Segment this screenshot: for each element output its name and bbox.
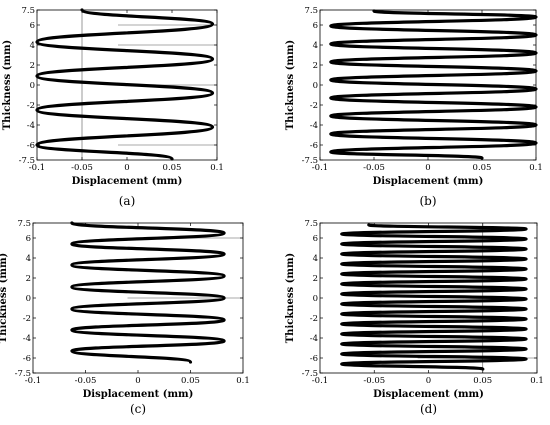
y-tick-label: -4 <box>310 334 318 344</box>
x-tick-label: 0.1 <box>530 376 544 386</box>
panel-3: -0.1 -0.05 0 0.05 0.1 -7.5 -6 -4 -2 0 2 4 6 7.5 Displa… <box>0 219 250 416</box>
x-tick-label: 0 <box>426 376 431 386</box>
y-axis-label: Thickness (mm) <box>285 40 296 131</box>
x-tick-label: -0.05 <box>363 376 385 386</box>
y-axis-label: Thickness (mm) <box>0 253 9 344</box>
y-tick-label: 0 <box>26 294 31 304</box>
x-tick-label: -0.05 <box>75 376 97 386</box>
y-tick-label: 6 <box>26 234 31 244</box>
y-tick-label: -7.5 <box>302 156 318 166</box>
x-tick-label: -0.1 <box>29 163 45 173</box>
y-tick-label: -6 <box>27 141 35 151</box>
panel-1: -0.1 -0.05 0 0.05 0.1 -7.5 -6 -4 -2 0 2 4 6 7.5 Displa… <box>2 6 224 208</box>
y-tick-label: -7.5 <box>15 369 31 379</box>
y-tick-label: 7.5 <box>21 6 35 16</box>
panel-label: (c) <box>130 402 146 416</box>
x-tick-label: 0 <box>425 163 430 173</box>
y-tick-label: -6 <box>310 354 318 364</box>
panel-2: -0.1 -0.05 0 0.05 0.1 -7.5 -6 -4 -2 0 2 4 6 7.5 Displa… <box>285 6 543 208</box>
y-tick-label: 2 <box>30 61 35 71</box>
y-tick-label: 2 <box>313 61 318 71</box>
y-tick-label: -4 <box>27 121 35 131</box>
data-series-line <box>329 9 538 160</box>
x-axis-label: Displacement (mm) <box>72 176 183 187</box>
x-tick-label: 0.05 <box>473 163 492 173</box>
data-series-line <box>70 221 226 364</box>
data-series-line <box>340 223 528 371</box>
y-tick-label: 0 <box>313 81 318 91</box>
y-tick-label: 2 <box>26 274 31 284</box>
y-tick-label: 0 <box>313 294 318 304</box>
x-tick-label: 0.1 <box>236 376 250 386</box>
y-tick-label: 0 <box>30 81 35 91</box>
y-tick-label: 6 <box>313 234 318 244</box>
x-tick-label: -0.1 <box>312 376 328 386</box>
x-tick-label: 0.1 <box>529 163 543 173</box>
y-tick-label: -2 <box>310 101 318 111</box>
y-tick-label: -2 <box>23 314 31 324</box>
y-tick-label: -2 <box>27 101 35 111</box>
y-tick-label: 6 <box>313 21 318 31</box>
y-tick-label: -6 <box>310 141 318 151</box>
x-axis-label: Displacement (mm) <box>373 389 484 400</box>
x-tick-label: -0.1 <box>25 376 41 386</box>
y-tick-label: -4 <box>23 334 31 344</box>
y-tick-label: 2 <box>313 274 318 284</box>
panel-label: (d) <box>420 402 437 416</box>
y-tick-label: -6 <box>23 354 31 364</box>
y-tick-label: -7.5 <box>302 369 318 379</box>
y-tick-label: 4 <box>313 254 318 264</box>
panel-label: (b) <box>419 194 436 208</box>
x-axis-label: Displacement (mm) <box>373 176 484 187</box>
y-axis-label: Thickness (mm) <box>285 253 296 344</box>
x-tick-label: 0.1 <box>210 163 224 173</box>
y-tick-label: -4 <box>310 121 318 131</box>
panel-label: (a) <box>119 194 136 208</box>
panel-4: -0.1 -0.05 0 0.05 0.1 -7.5 -6 -4 -2 0 2 4 6 7.5 Displa… <box>285 219 544 416</box>
y-tick-label: 4 <box>30 41 35 51</box>
y-tick-label: -2 <box>310 314 318 324</box>
y-tick-label: 4 <box>26 254 31 264</box>
y-tick-label: 7.5 <box>17 219 31 229</box>
y-tick-label: -7.5 <box>19 156 35 166</box>
x-tick-label: -0.1 <box>312 163 328 173</box>
x-tick-label: 0 <box>124 163 129 173</box>
y-tick-label: 6 <box>30 21 35 31</box>
x-axis-label: Displacement (mm) <box>83 389 194 400</box>
y-tick-label: 7.5 <box>304 219 318 229</box>
y-axis-label: Thickness (mm) <box>2 40 13 131</box>
x-tick-label: 0.05 <box>181 376 200 386</box>
y-tick-label: 4 <box>313 41 318 51</box>
x-tick-label: 0.05 <box>163 163 182 173</box>
data-series-line <box>35 8 215 161</box>
x-tick-label: 0 <box>135 376 140 386</box>
x-tick-label: 0.05 <box>473 376 492 386</box>
x-tick-label: -0.05 <box>71 163 93 173</box>
x-tick-label: -0.05 <box>363 163 385 173</box>
y-tick-label: 7.5 <box>304 6 318 16</box>
